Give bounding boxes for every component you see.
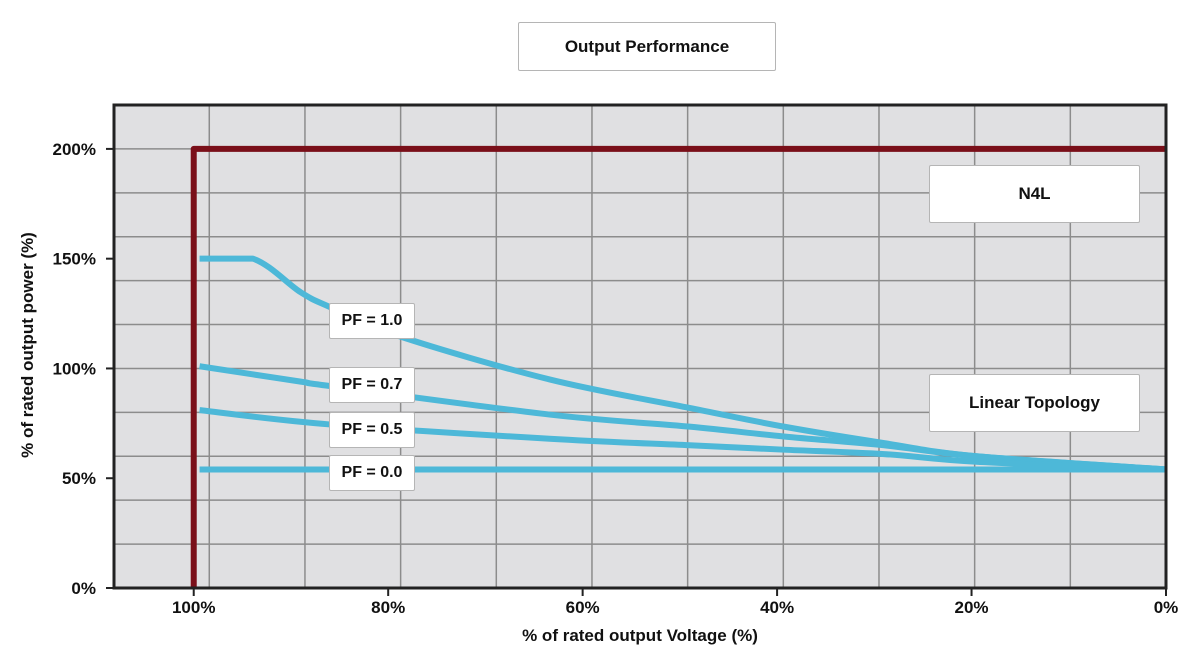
series-line-0.7: [199, 363, 1167, 473]
x-tick-label: 80%: [371, 598, 405, 617]
y-tick-label: 0%: [71, 579, 96, 598]
x-tick-label: 0%: [1154, 598, 1179, 617]
x-tick-label: 60%: [566, 598, 600, 617]
y-axis-ticks: 0% 50% 100% 150% 200%: [53, 140, 114, 598]
y-tick-label: 200%: [53, 140, 96, 159]
y-tick-label: 100%: [53, 359, 96, 378]
annotation-n4l: N4L: [929, 165, 1140, 223]
series-label-pf-0.7: PF = 0.7: [329, 367, 415, 403]
y-tick-label: 150%: [53, 250, 96, 269]
y-tick-label: 50%: [62, 469, 96, 488]
series-label-pf-1.0: PF = 1.0: [329, 303, 415, 339]
chart-title: Output Performance: [518, 22, 776, 71]
series-label-pf-0.5: PF = 0.5: [329, 412, 415, 448]
x-tick-label: 40%: [760, 598, 794, 617]
limit-line: [190, 145, 1166, 588]
x-axis-ticks: 100% 80% 60% 40% 20% 0%: [172, 588, 1178, 617]
x-axis-label: % of rated output Voltage (%): [522, 626, 758, 645]
plot-frame: [112, 103, 1168, 590]
y-axis-label: % of rated output power (%): [18, 232, 37, 458]
series-label-pf-0.0: PF = 0.0: [329, 455, 415, 491]
x-tick-label: 20%: [955, 598, 989, 617]
x-tick-label: 100%: [172, 598, 215, 617]
annotation-linear-topology: Linear Topology: [929, 374, 1140, 432]
